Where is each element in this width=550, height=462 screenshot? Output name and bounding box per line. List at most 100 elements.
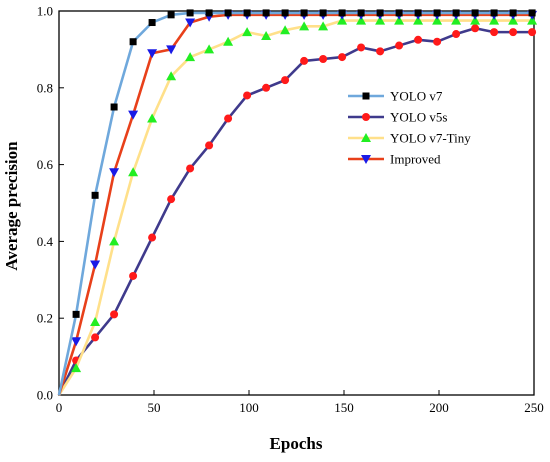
data-point-yolo-v7-tiny	[242, 27, 253, 37]
data-point-yolo-v7	[376, 9, 384, 17]
data-point-yolo-v7	[490, 9, 498, 17]
series-line-yolo-v5s	[57, 26, 533, 396]
data-point-yolo-v7-tiny	[185, 52, 196, 62]
data-point-yolo-v5s	[395, 41, 404, 50]
data-point-yolo-v7-tiny	[413, 15, 424, 25]
data-point-yolo-v7-tiny	[90, 317, 101, 327]
data-point-yolo-v7	[186, 9, 194, 17]
y-tick-label: 0.2	[37, 311, 53, 326]
data-point-yolo-v7-tiny	[489, 15, 500, 25]
series-yolo-v7	[57, 9, 536, 396]
data-point-yolo-v7-tiny	[394, 15, 405, 25]
data-point-yolo-v7-tiny	[204, 44, 215, 54]
data-point-yolo-v7	[300, 9, 308, 17]
y-tick-label: 0.4	[37, 234, 54, 249]
x-tick-label: 0	[56, 400, 63, 415]
data-point-yolo-v5s	[414, 35, 423, 44]
data-point-yolo-v5s	[433, 37, 442, 46]
series-line-improved	[57, 13, 533, 396]
data-point-yolo-v7-tiny	[375, 15, 386, 25]
x-tick-label: 200	[429, 400, 449, 415]
data-point-yolo-v7	[148, 19, 156, 27]
data-point-yolo-v5s	[376, 47, 385, 56]
data-point-yolo-v7-tiny	[508, 15, 519, 25]
data-point-improved	[109, 168, 120, 178]
data-point-yolo-v7	[243, 9, 251, 17]
series-yolo-v5s	[57, 24, 537, 396]
series-line-yolo-v7-tiny	[57, 19, 533, 396]
data-point-yolo-v5s	[471, 24, 480, 33]
data-point-yolo-v7-tiny	[147, 113, 158, 123]
data-point-yolo-v7	[471, 9, 479, 17]
data-point-yolo-v5s	[490, 28, 499, 37]
x-tick-label: 150	[334, 400, 354, 415]
data-point-yolo-v7-tiny	[223, 36, 234, 46]
data-point-yolo-v7	[338, 9, 346, 17]
data-point-yolo-v5s	[319, 55, 328, 63]
plot-area-frame	[58, 10, 535, 396]
data-point-yolo-v5s	[452, 30, 461, 39]
legend-label-improved: Improved	[390, 152, 441, 167]
data-point-yolo-v7	[395, 9, 403, 17]
data-point-yolo-v7-tiny	[470, 15, 481, 25]
data-point-yolo-v7-tiny	[356, 15, 367, 25]
data-point-yolo-v7	[319, 9, 327, 17]
data-point-yolo-v5s	[148, 233, 157, 242]
data-point-yolo-v7	[224, 9, 232, 17]
data-point-yolo-v5s	[243, 91, 252, 100]
data-point-yolo-v7-tiny	[337, 15, 348, 25]
data-point-yolo-v5s	[262, 83, 271, 92]
data-point-yolo-v7	[72, 310, 80, 318]
data-point-yolo-v7	[357, 9, 365, 17]
data-point-yolo-v7-tiny	[451, 15, 462, 25]
data-point-yolo-v7-tiny	[299, 21, 310, 31]
data-point-yolo-v5s	[528, 28, 537, 37]
data-point-yolo-v5s	[129, 271, 138, 280]
data-point-yolo-v5s	[186, 164, 195, 173]
data-point-yolo-v5s	[300, 56, 309, 65]
data-point-yolo-v5s	[205, 141, 214, 150]
legend-label-yolo-v7: YOLO v7	[390, 89, 443, 104]
data-point-yolo-v7-tiny	[261, 30, 272, 40]
data-point-yolo-v7-tiny	[318, 21, 329, 31]
data-point-yolo-v7-tiny	[280, 25, 291, 35]
data-point-yolo-v7	[433, 9, 441, 17]
legend-label-yolo-v7-tiny: YOLO v7-Tiny	[390, 131, 471, 146]
data-point-yolo-v7-tiny	[432, 15, 443, 25]
legend-marker-improved	[361, 155, 371, 164]
data-point-yolo-v5s	[91, 333, 100, 342]
data-point-improved	[71, 337, 82, 347]
legend-marker-yolo-v7-tiny	[361, 133, 371, 142]
x-axis-title: Epochs	[270, 434, 323, 453]
data-point-yolo-v5s	[167, 195, 176, 204]
data-point-yolo-v7	[129, 38, 137, 46]
legend-marker-yolo-v5s	[362, 113, 370, 121]
series-yolo-v7-tiny	[57, 15, 538, 396]
x-tick-label: 250	[524, 400, 544, 415]
data-point-yolo-v5s	[281, 76, 290, 85]
data-point-yolo-v7-tiny	[128, 167, 139, 177]
data-point-improved	[185, 18, 196, 28]
data-point-improved	[128, 110, 139, 120]
legend-marker-yolo-v7	[362, 92, 370, 100]
data-point-yolo-v5s	[357, 43, 366, 52]
data-point-yolo-v5s	[338, 53, 347, 62]
y-tick-label: 0.8	[37, 80, 53, 95]
x-tick-label: 50	[148, 400, 161, 415]
data-point-improved	[90, 260, 101, 270]
data-point-yolo-v5s	[509, 28, 518, 37]
data-point-yolo-v7	[91, 191, 99, 199]
data-point-yolo-v7	[528, 9, 536, 17]
y-tick-label: 0.6	[37, 157, 54, 172]
y-axis-title: Average precision	[2, 141, 21, 271]
data-point-yolo-v7	[167, 11, 175, 19]
data-point-yolo-v7-tiny	[109, 236, 120, 246]
data-point-yolo-v7	[205, 9, 213, 17]
data-point-yolo-v7-tiny	[166, 71, 177, 81]
data-point-yolo-v7	[509, 9, 517, 17]
data-point-improved	[147, 49, 158, 59]
data-point-yolo-v7	[281, 9, 289, 17]
data-point-yolo-v7-tiny	[527, 15, 538, 25]
data-point-yolo-v7	[414, 9, 422, 17]
